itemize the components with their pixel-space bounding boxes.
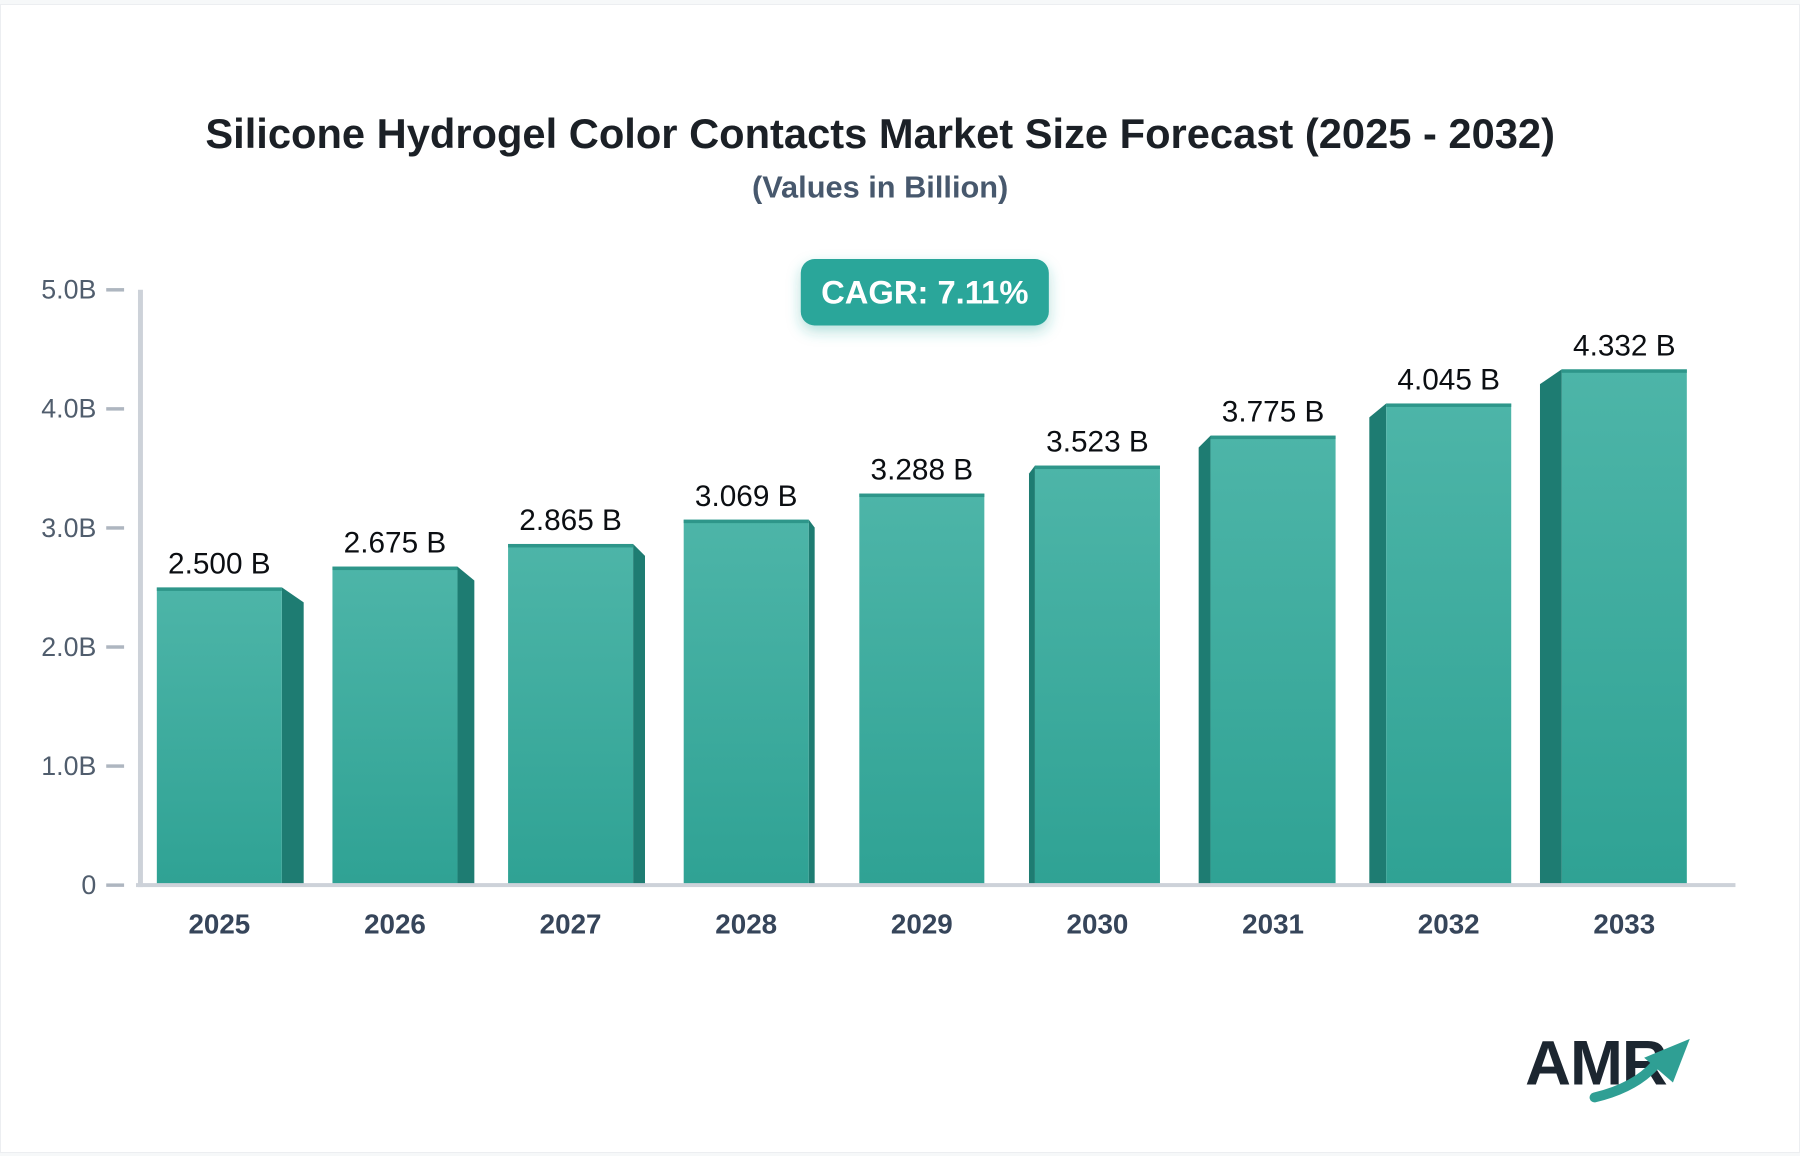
x-tick-label: 2033 — [1593, 909, 1655, 940]
bar-top-edge — [1210, 435, 1336, 440]
bar-side-face — [633, 543, 646, 886]
bar-top-edge — [1386, 403, 1512, 407]
x-tick-label: 2032 — [1418, 909, 1480, 940]
bar-2026: 2.675 B — [332, 527, 475, 886]
bar-front-face — [508, 543, 634, 886]
bar-2030: 3.523 B — [1028, 426, 1160, 886]
bar-side-face — [1198, 435, 1211, 886]
bar-front-face — [859, 493, 985, 886]
bar-value-label: 3.775 B — [1222, 396, 1325, 429]
cagr-badge: CAGR: 7.11% — [800, 259, 1049, 326]
bar-2028: 3.069 B — [683, 480, 815, 886]
bar-2031: 3.775 B — [1198, 396, 1336, 886]
bar-value-label: 2.675 B — [344, 527, 447, 560]
y-tick-label: 5.0B — [41, 275, 96, 305]
bar-2032: 4.045 B — [1369, 364, 1512, 886]
x-axis-line — [135, 883, 1736, 888]
bar-side-face — [1028, 465, 1035, 886]
y-tick-dash — [106, 288, 125, 292]
y-tick-dash — [106, 407, 125, 411]
bar-side-face — [1369, 403, 1387, 886]
bar-value-label: 3.523 B — [1046, 426, 1149, 459]
x-tick-label: 2027 — [540, 909, 602, 940]
chart-card: Silicone Hydrogel Color Contacts Market … — [0, 4, 1800, 1153]
bar-top-edge — [156, 587, 282, 591]
y-tick-label: 2.0B — [41, 632, 96, 662]
bar-value-label: 4.045 B — [1397, 364, 1500, 397]
bar-front-face — [332, 566, 458, 886]
bar-2033: 4.332 B — [1539, 329, 1687, 886]
chart-canvas: Silicone Hydrogel Color Contacts Market … — [41, 110, 1736, 1103]
x-tick-label: 2031 — [1242, 909, 1304, 940]
bar-2029: 3.288 B — [859, 454, 985, 886]
bar-2027: 2.865 B — [508, 504, 646, 886]
x-tick-label: 2030 — [1067, 909, 1129, 940]
bar-side-face — [457, 566, 475, 886]
bar-front-face — [1386, 403, 1512, 886]
x-tick-label: 2028 — [715, 909, 777, 940]
bar-2025: 2.500 B — [156, 548, 304, 886]
y-tick-label: 4.0B — [41, 394, 96, 424]
bar-front-face — [1034, 465, 1160, 886]
bar-top-edge — [859, 493, 985, 498]
cagr-badge-label: CAGR: 7.11% — [821, 274, 1028, 311]
y-tick-dash — [106, 526, 125, 530]
bar-top-edge — [1561, 369, 1687, 373]
bar-value-label: 3.069 B — [695, 480, 798, 513]
bar-top-edge — [508, 543, 634, 548]
y-tick-dash — [106, 645, 125, 649]
x-tick-label: 2029 — [891, 909, 953, 940]
bar-top-edge — [683, 519, 809, 524]
bar-value-label: 2.865 B — [519, 504, 622, 537]
bar-front-face — [1210, 435, 1336, 886]
bar-side-face — [808, 519, 815, 886]
bar-front-face — [156, 587, 282, 886]
x-tick-label: 2026 — [364, 909, 426, 940]
chart-subtitle: (Values in Billion) — [752, 169, 1008, 204]
bar-top-edge — [1034, 465, 1160, 470]
bar-value-label: 4.332 B — [1573, 329, 1676, 362]
bar-front-face — [683, 519, 809, 886]
y-tick-label: 1.0B — [41, 751, 96, 781]
bar-value-label: 3.288 B — [871, 454, 974, 487]
y-tick-dash — [106, 764, 125, 768]
bar-top-edge — [332, 566, 458, 571]
bar-series: 2.500 B 2.675 B 2.865 B 3.069 B 3.288 B 3.523… — [156, 329, 1687, 886]
y-axis-line — [137, 289, 143, 888]
amr-logo: AMR — [1525, 1029, 1690, 1103]
bar-front-face — [1561, 369, 1687, 886]
y-tick-dash — [106, 883, 125, 887]
bar-value-label: 2.500 B — [168, 548, 271, 581]
x-tick-label: 2025 — [188, 909, 250, 940]
bar-side-face — [1539, 369, 1562, 886]
y-tick-label: 3.0B — [41, 513, 96, 543]
y-axis: 5.0B 4.0B 3.0B 2.0B 1.0B 0 — [41, 275, 125, 900]
amr-logo-arrowhead-icon — [1644, 1038, 1690, 1083]
chart-title: Silicone Hydrogel Color Contacts Market … — [205, 110, 1555, 157]
x-axis-labels: 2025 2026 2027 2028 2029 2030 2031 2032 2033 — [188, 909, 1655, 940]
cagr-badge-bg — [800, 259, 1049, 326]
y-tick-label: 0 — [81, 870, 96, 900]
amr-logo-text: AMR — [1525, 1029, 1667, 1099]
bar-side-face — [281, 587, 304, 886]
